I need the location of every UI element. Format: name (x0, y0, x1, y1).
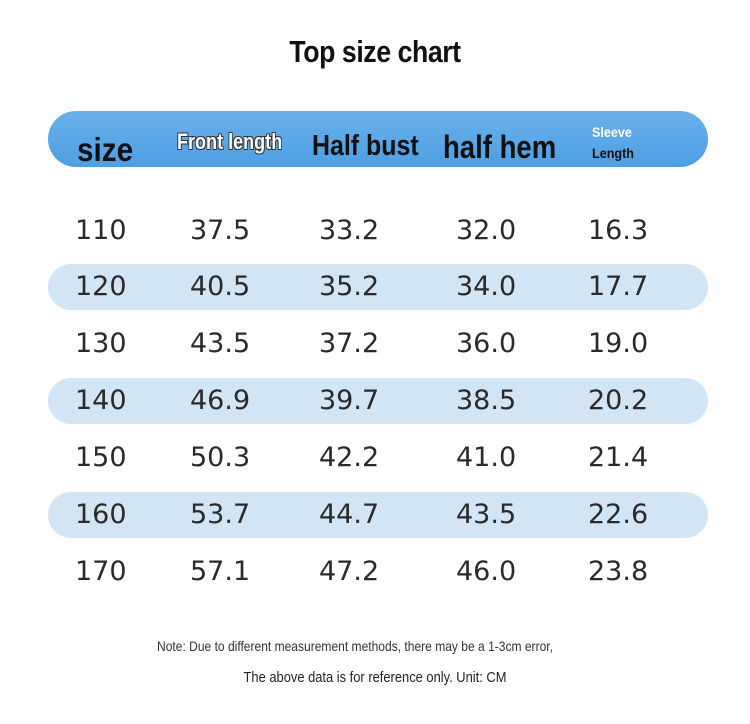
cell-half-hem: 41.0 (456, 442, 517, 473)
cell-size: 170 (75, 556, 127, 587)
cell-half-bust: 44.7 (319, 499, 380, 530)
header-half-hem: half hem (443, 128, 557, 165)
cell-half-bust: 42.2 (319, 442, 380, 473)
header-size: size (77, 131, 134, 168)
cell-front-length: 53.7 (190, 499, 251, 530)
cell-sleeve-length: 21.4 (588, 442, 649, 473)
cell-sleeve-length: 20.2 (588, 385, 649, 416)
table-row: 160 53.7 44.7 43.5 22.6 (48, 492, 708, 538)
cell-half-bust: 35.2 (319, 271, 380, 302)
cell-size: 110 (75, 215, 127, 246)
cell-size: 140 (75, 385, 127, 416)
cell-size: 130 (75, 328, 127, 359)
header-half-bust: Half bust (312, 129, 419, 162)
cell-sleeve-length: 23.8 (588, 556, 649, 587)
cell-half-bust: 33.2 (319, 215, 380, 246)
cell-size: 120 (75, 271, 127, 302)
cell-front-length: 37.5 (190, 215, 251, 246)
cell-half-bust: 39.7 (319, 385, 380, 416)
cell-half-hem: 34.0 (456, 271, 517, 302)
cell-sleeve-length: 19.0 (588, 328, 649, 359)
cell-half-hem: 43.5 (456, 499, 517, 530)
table-row: 120 40.5 35.2 34.0 17.7 (48, 264, 708, 310)
cell-half-bust: 37.2 (319, 328, 380, 359)
header-sleeve-line2: Length (592, 145, 634, 161)
table-row: 170 57.1 47.2 46.0 23.8 (48, 549, 708, 595)
cell-size: 160 (75, 499, 127, 530)
note-measurement-error: Note: Due to different measurement metho… (157, 638, 553, 654)
chart-title: Top size chart (289, 34, 461, 69)
cell-size: 150 (75, 442, 127, 473)
cell-front-length: 40.5 (190, 271, 251, 302)
cell-half-hem: 46.0 (456, 556, 517, 587)
note-reference-unit: The above data is for reference only. Un… (243, 669, 507, 686)
cell-half-hem: 38.5 (456, 385, 517, 416)
table-row: 130 43.5 37.2 36.0 19.0 (48, 321, 708, 367)
header-front-length: Front length (177, 129, 283, 154)
cell-front-length: 57.1 (190, 556, 251, 587)
table-row: 110 37.5 33.2 32.0 16.3 (48, 208, 708, 254)
table-row: 150 50.3 42.2 41.0 21.4 (48, 435, 708, 481)
cell-half-hem: 36.0 (456, 328, 517, 359)
cell-front-length: 50.3 (190, 442, 251, 473)
header-sleeve-line1: Sleeve (592, 124, 632, 140)
cell-half-bust: 47.2 (319, 556, 380, 587)
cell-front-length: 46.9 (190, 385, 251, 416)
header-sleeve-length: Sleeve Length (592, 120, 634, 166)
cell-sleeve-length: 22.6 (588, 499, 649, 530)
table-header-bar (48, 111, 708, 167)
table-row: 140 46.9 39.7 38.5 20.2 (48, 378, 708, 424)
cell-sleeve-length: 17.7 (588, 271, 649, 302)
cell-front-length: 43.5 (190, 328, 251, 359)
cell-half-hem: 32.0 (456, 215, 517, 246)
cell-sleeve-length: 16.3 (588, 215, 649, 246)
